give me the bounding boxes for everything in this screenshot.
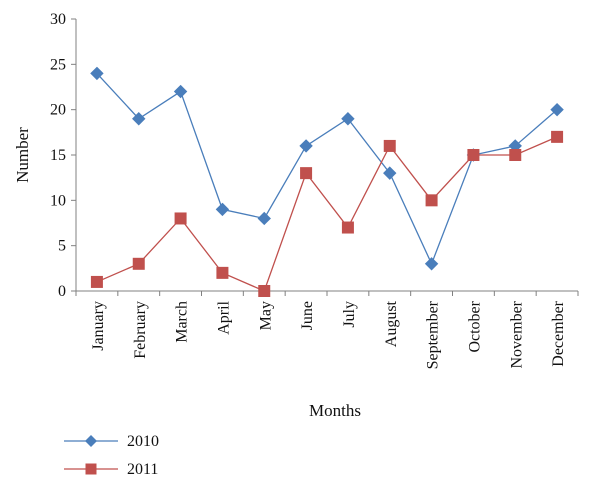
series-line bbox=[96, 136, 558, 292]
y-tick-label: 15 bbox=[50, 147, 66, 164]
x-tick-label: September bbox=[425, 300, 442, 369]
x-tick-label: April bbox=[215, 300, 232, 334]
data-point bbox=[90, 66, 104, 81]
x-axis-label: Months bbox=[309, 401, 361, 420]
series-line bbox=[96, 72, 558, 266]
data-point bbox=[341, 112, 355, 126]
x-tick-label: October bbox=[466, 300, 483, 352]
data-point bbox=[299, 139, 313, 153]
data-point bbox=[383, 166, 397, 180]
y-tick-label: 30 bbox=[50, 11, 66, 28]
x-tick-label: May bbox=[257, 301, 274, 330]
data-point bbox=[509, 149, 522, 161]
x-tick-label: November bbox=[508, 300, 525, 368]
x-tick-label: December bbox=[550, 300, 567, 366]
x-tick-label: July bbox=[341, 301, 358, 328]
data-point bbox=[216, 266, 229, 279]
data-point bbox=[424, 257, 439, 271]
data-point bbox=[551, 130, 564, 143]
legend-label: 2010 bbox=[127, 433, 159, 450]
series-2011 bbox=[90, 130, 564, 297]
data-point bbox=[257, 211, 271, 226]
y-tick-label: 10 bbox=[50, 192, 66, 209]
series-group bbox=[90, 66, 564, 297]
data-point bbox=[425, 194, 438, 207]
data-point bbox=[300, 167, 313, 180]
legend: 2010 2011 bbox=[64, 433, 159, 478]
x-tick-label: June bbox=[299, 301, 316, 330]
x-tick-label: March bbox=[174, 301, 191, 343]
series-2010 bbox=[90, 66, 564, 271]
x-tick-label: February bbox=[132, 301, 149, 359]
data-point bbox=[467, 149, 480, 161]
y-tick-labels: 0 5 10 15 20 25 30 bbox=[50, 11, 66, 300]
legend-marker bbox=[85, 435, 97, 447]
legend-item-2010: 2010 bbox=[64, 433, 159, 450]
y-tick-label: 0 bbox=[58, 283, 66, 300]
x-tick-labels: January February March April May June July Augu… bbox=[90, 300, 567, 369]
data-point bbox=[383, 139, 396, 152]
axes bbox=[71, 18, 579, 296]
legend-item-2011: 2011 bbox=[64, 461, 158, 478]
data-point bbox=[550, 102, 564, 117]
data-point bbox=[132, 257, 145, 270]
data-point bbox=[215, 202, 230, 217]
data-point bbox=[90, 275, 103, 288]
data-point bbox=[174, 212, 187, 225]
legend-label: 2011 bbox=[127, 461, 158, 478]
data-point bbox=[132, 112, 146, 126]
y-tick-label: 5 bbox=[58, 238, 66, 255]
legend-marker bbox=[85, 463, 97, 475]
data-point bbox=[173, 84, 188, 99]
x-tick-label: August bbox=[383, 300, 400, 347]
y-tick-label: 20 bbox=[50, 102, 66, 119]
x-tick-label: January bbox=[90, 301, 107, 351]
data-point bbox=[341, 221, 354, 234]
y-axis-label: Number bbox=[13, 127, 32, 183]
y-tick-label: 25 bbox=[50, 56, 66, 73]
data-point bbox=[258, 285, 271, 297]
